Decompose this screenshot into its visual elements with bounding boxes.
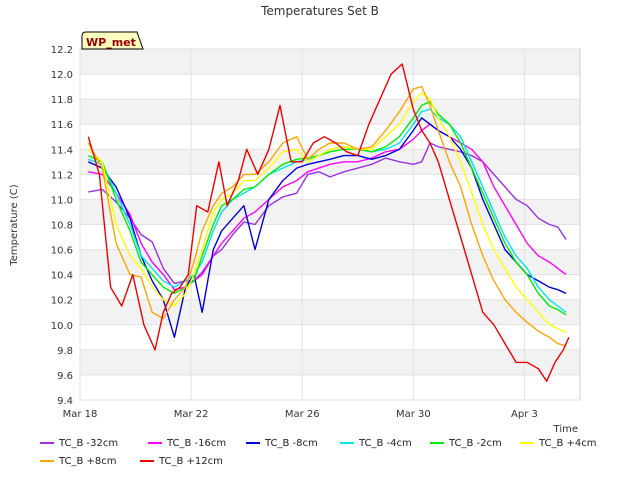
legend-label: TC_B +12cm [159,456,223,467]
y-tick-label: 9.4 [57,396,73,407]
x-axis-ticks: Mar 18 Mar 22 Mar 26 Mar 30 Apr 3 [63,49,538,420]
grid-band [80,49,580,75]
legend-swatch [520,442,534,444]
y-tick-label: 11.2 [51,170,73,181]
legend: TC_B -32cm TC_B -16cm TC_B -8cm TC_B -4cm TC… [0,432,640,472]
x-tick-label: Apr 3 [511,409,538,420]
y-axis-label: Temperature (C) [9,184,20,266]
legend-swatch [246,442,260,444]
legend-item: TC_B -2cm [430,437,502,451]
legend-label: TC_B +8cm [59,456,117,467]
series-line-tc-b-8cm [88,117,567,338]
legend-label: TC_B -2cm [449,438,502,449]
y-tick-label: 12.0 [51,70,73,81]
grid-band [80,349,580,375]
legend-label: TC_B -16cm [167,438,227,449]
chart-title: Temperatures Set B [260,4,379,18]
series-line-tc-b-4cm [87,92,567,333]
legend-label: TC_B -32cm [59,438,119,449]
x-tick-label: Mar 18 [63,409,98,420]
legend-swatch [40,442,54,444]
legend-label: TC_B -8cm [265,438,318,449]
legend-item: TC_B -32cm [40,437,118,451]
grid-band [80,99,580,125]
x-tick-label: Mar 26 [285,409,320,420]
grid-band [80,74,580,100]
y-tick-label: 10.2 [51,296,73,307]
series-line-tc-b-16cm [88,123,567,291]
grid-band [80,124,580,150]
grid-band [80,224,580,250]
legend-swatch [140,460,154,462]
legend-swatch [430,442,444,444]
series-line-tc-b-2cm [88,100,567,316]
series-line-tc-b-12cm [87,63,570,382]
legend-item: TC_B -4cm [340,437,412,451]
x-tick-label: Mar 30 [396,409,431,420]
grid-band [80,199,580,225]
y-tick-label: 12.2 [51,45,73,56]
y-axis-ticks: 9.4 9.6 9.8 10.0 10.2 10.4 10.6 10.8 11.0 11.2 11.… [51,45,580,407]
series-line-tc-b-32cm [88,142,567,285]
y-tick-label: 11.8 [51,95,73,106]
legend-item: TC_B -8cm [246,437,318,451]
y-tick-label: 10.8 [51,221,73,232]
legend-swatch [340,442,354,444]
x-tick-label: Mar 22 [174,409,209,420]
y-tick-label: 9.6 [57,371,73,382]
y-tick-label: 11.0 [51,195,73,206]
x-axis-label: Time [553,424,578,432]
grid-band [80,324,580,350]
legend-swatch [40,460,54,462]
y-tick-label: 11.6 [51,120,73,131]
legend-label: TC_B -4cm [359,438,412,449]
grid-band [80,149,580,175]
legend-swatch [148,442,162,444]
site-label: WP_met [86,36,136,49]
y-tick-label: 9.8 [57,346,73,357]
legend-item: TC_B +8cm [40,455,117,469]
grid-band [80,374,580,400]
legend-item: TC_B +4cm [520,437,597,451]
series-line-tc-b-8cm [87,85,567,347]
y-tick-label: 10.4 [51,271,73,282]
y-tick-label: 10.6 [51,246,73,257]
legend-item: TC_B -16cm [148,437,226,451]
grid-band [80,299,580,325]
site-label-box: WP_met [81,31,144,50]
line-chart: 9.4 9.6 9.8 10.0 10.2 10.4 10.6 10.8 11.0 11.2 11.… [9,4,581,432]
legend-item: TC_B +12cm [140,455,223,469]
y-tick-label: 10.0 [51,321,73,332]
y-tick-label: 11.4 [51,145,73,156]
legend-label: TC_B +4cm [539,438,597,449]
series-lines [87,63,570,382]
